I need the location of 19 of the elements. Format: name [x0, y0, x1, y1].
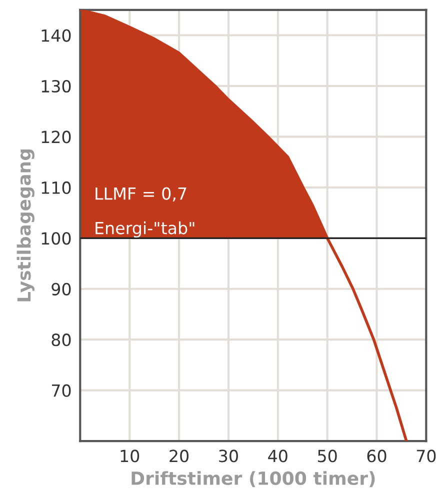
y-tick-label: 140 — [42, 29, 71, 42]
y-tick-label: 80 — [52, 334, 71, 346]
y-axis-title: Lystilbagegang — [16, 150, 34, 302]
y-tick-label: 110 — [42, 181, 71, 194]
x-tick-label: 20 — [170, 450, 189, 462]
x-tick-label: 70 — [416, 450, 436, 462]
y-tick-label: 100 — [42, 232, 71, 245]
y-tick-label: 70 — [52, 384, 71, 397]
x-tick-label: 10 — [120, 450, 140, 462]
x-tick-label: 50 — [318, 450, 337, 462]
y-tick-label: 130 — [42, 80, 71, 93]
y-tick-label: 120 — [42, 130, 71, 144]
x-tick-label: 30 — [219, 450, 238, 462]
x-axis-title: Driftstimer (1000 timer) — [132, 471, 375, 488]
x-tick-label: 60 — [367, 450, 386, 462]
y-tick-label: 90 — [52, 282, 71, 296]
annotation: Energi-"tab" — [96, 221, 194, 238]
annotation: LLMF = 0,7 — [96, 187, 186, 202]
x-tick-label: 40 — [268, 450, 288, 462]
